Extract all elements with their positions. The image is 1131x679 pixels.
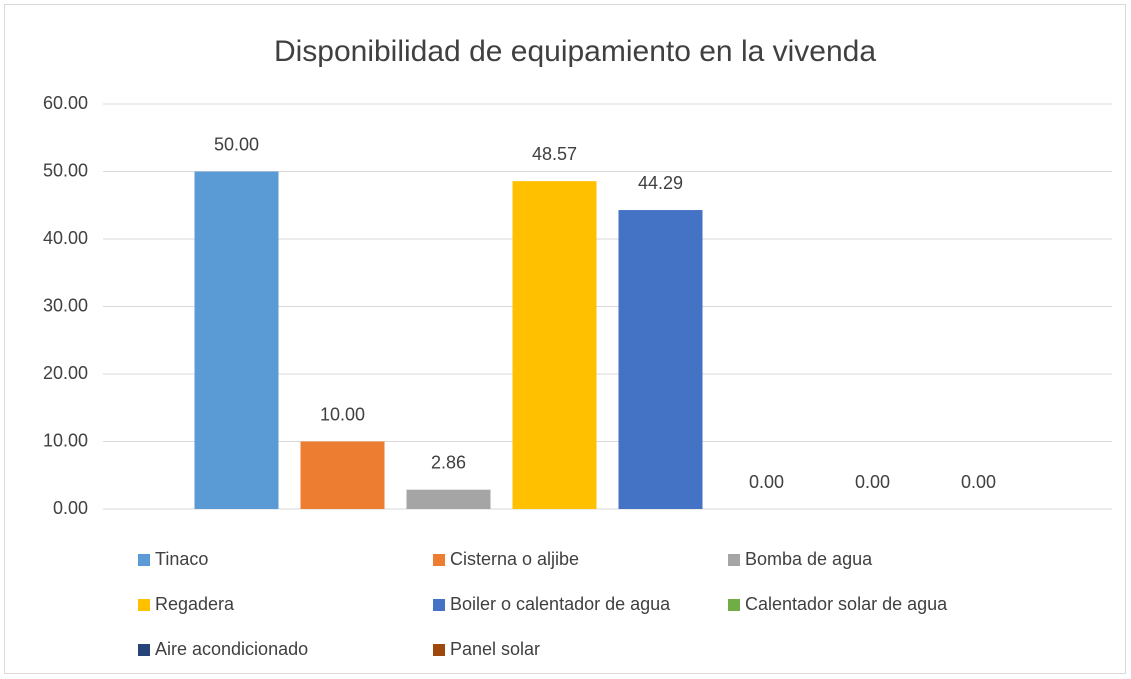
y-tick-label: 50.00 [43,160,88,180]
legend-swatch [433,599,445,611]
legend-swatch [138,644,150,656]
legend-label: Calentador solar de agua [745,594,948,614]
y-tick-label: 40.00 [43,228,88,248]
data-label: 44.29 [638,173,683,193]
data-label: 48.57 [532,144,577,164]
legend-swatch [433,554,445,566]
data-label: 0.00 [749,472,784,492]
y-tick-label: 30.00 [43,295,88,315]
legend-label: Cisterna o aljibe [450,549,579,569]
legend-swatch [138,554,150,566]
legend-label: Regadera [155,594,235,614]
legend-label: Panel solar [450,639,540,659]
legend-swatch [728,554,740,566]
chart-title: Disponibilidad de equipamiento en la viv… [274,35,876,68]
data-label: 10.00 [320,404,365,424]
bar [300,441,385,509]
data-label: 50.00 [214,134,259,154]
bar [618,210,703,510]
y-tick-label: 0.00 [53,498,88,518]
legend-label: Tinaco [155,549,208,569]
y-tick-label: 10.00 [43,430,88,450]
legend-swatch [138,599,150,611]
y-tick-label: 20.00 [43,363,88,383]
data-label: 2.86 [431,452,466,472]
legend-label: Boiler o calentador de agua [450,594,671,614]
legend-swatch [728,599,740,611]
bar [406,489,491,509]
data-label: 0.00 [855,472,890,492]
data-label: 0.00 [961,472,996,492]
bar [512,181,597,509]
bar [194,171,279,509]
legend-swatch [433,644,445,656]
legend-label: Bomba de agua [745,549,873,569]
legend-label: Aire acondicionado [155,639,308,659]
y-tick-label: 60.00 [43,93,88,113]
